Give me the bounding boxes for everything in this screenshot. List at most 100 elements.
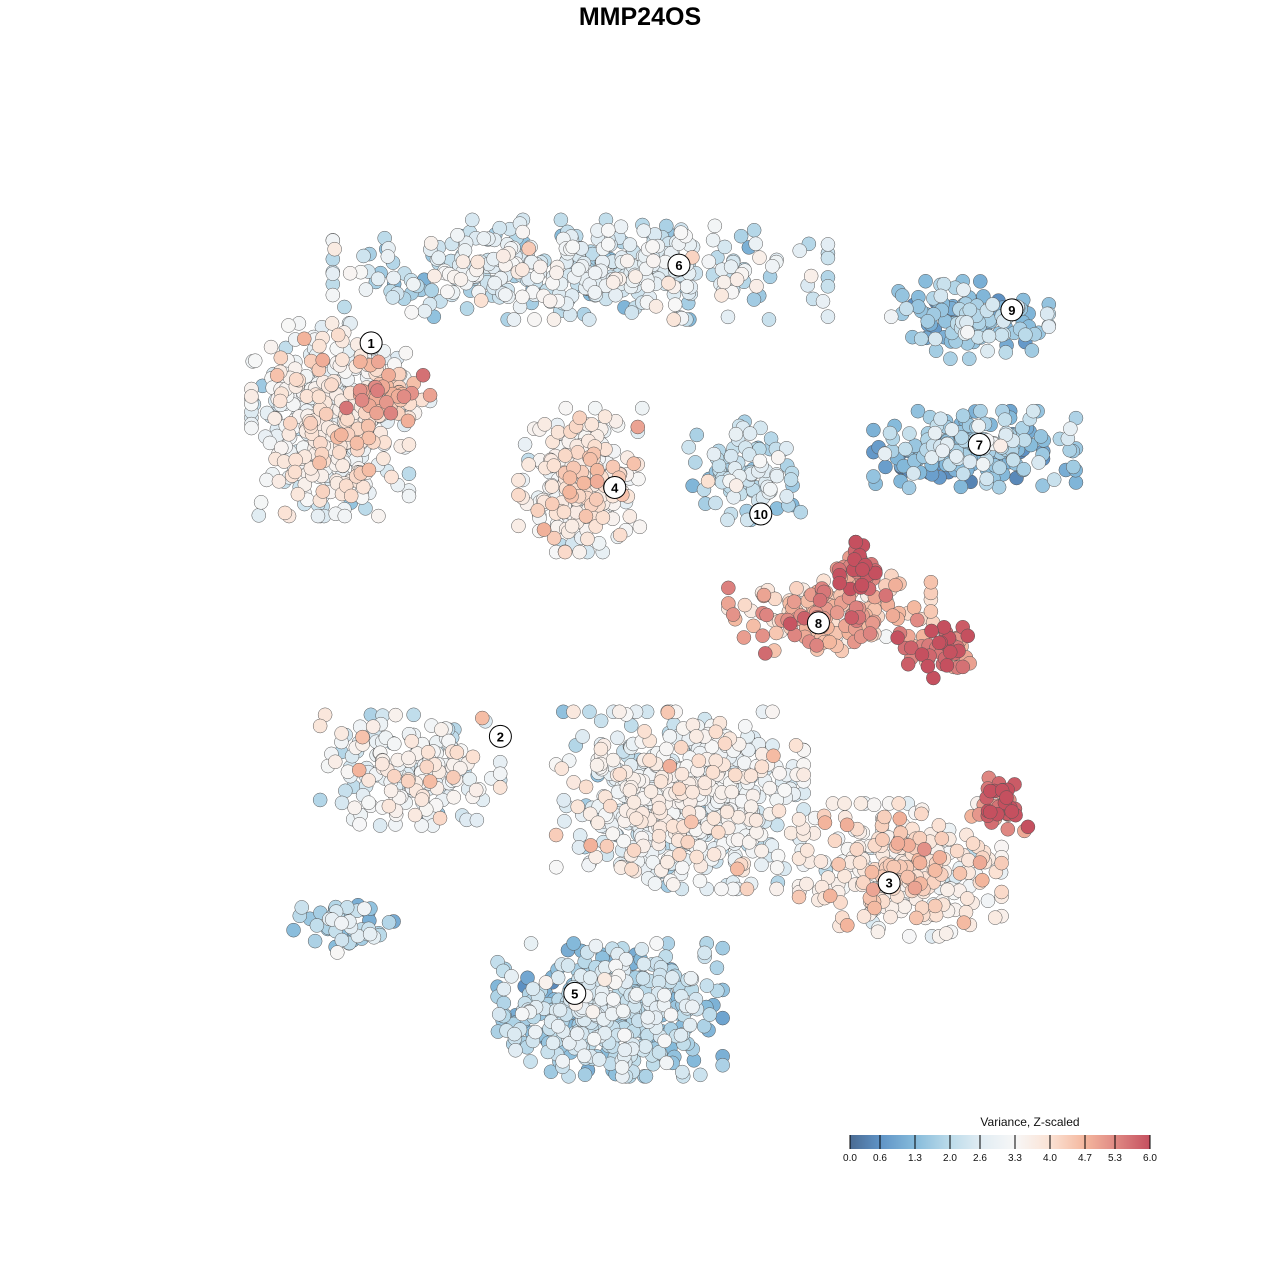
- data-point: [310, 508, 326, 524]
- cluster-label-circle: [1000, 298, 1024, 322]
- data-point: [910, 612, 925, 628]
- data-point: [544, 496, 560, 512]
- data-point: [796, 767, 811, 782]
- data-point: [630, 419, 646, 435]
- data-point: [914, 806, 929, 822]
- data-point: [622, 509, 638, 524]
- data-point: [617, 1042, 632, 1058]
- colorbar-tick-label: 4.0: [1043, 1153, 1057, 1164]
- data-point: [624, 305, 640, 320]
- data-point: [342, 266, 358, 281]
- data-point: [899, 301, 914, 316]
- data-point: [555, 1054, 570, 1069]
- data-point: [600, 237, 616, 252]
- data-point: [492, 780, 508, 795]
- cluster-label-circle: [806, 611, 830, 635]
- data-point: [985, 297, 1000, 312]
- data-point: [898, 441, 913, 457]
- data-point: [498, 287, 513, 302]
- colorbar: [850, 1135, 1150, 1149]
- data-point: [330, 327, 346, 343]
- cluster-label-5: 5: [563, 981, 587, 1005]
- data-point: [575, 729, 590, 744]
- data-point: [746, 292, 762, 307]
- data-point: [761, 312, 777, 327]
- data-point: [965, 836, 981, 851]
- data-point: [727, 767, 743, 783]
- data-point: [556, 504, 572, 520]
- data-point: [973, 403, 988, 419]
- data-point: [697, 775, 713, 791]
- data-point: [765, 704, 780, 720]
- data-point: [550, 424, 566, 440]
- cluster-label-circle: [488, 724, 512, 748]
- data-point: [546, 458, 562, 473]
- data-point: [496, 248, 511, 264]
- data-point: [352, 354, 368, 370]
- data-point: [315, 484, 331, 499]
- data-point: [381, 798, 397, 814]
- data-point: [697, 945, 712, 961]
- data-point: [597, 409, 613, 424]
- data-point: [337, 508, 352, 524]
- data-point: [271, 474, 287, 489]
- data-point: [822, 888, 838, 904]
- data-point: [759, 607, 774, 623]
- data-point: [666, 312, 682, 327]
- data-point: [651, 800, 667, 816]
- data-point: [848, 534, 864, 550]
- data-point: [550, 1019, 566, 1034]
- data-point: [931, 818, 947, 833]
- data-point: [657, 987, 672, 1003]
- data-point: [580, 531, 595, 547]
- data-point: [1016, 461, 1032, 477]
- data-point: [934, 831, 950, 846]
- data-point: [820, 309, 836, 324]
- data-point: [1039, 306, 1055, 322]
- data-point: [979, 471, 994, 487]
- data-point: [839, 817, 855, 833]
- data-point: [525, 981, 541, 997]
- data-point: [771, 803, 787, 819]
- data-point: [496, 981, 512, 997]
- data-point: [852, 855, 868, 870]
- data-point: [646, 253, 661, 269]
- data-point: [980, 343, 995, 359]
- data-point: [1004, 804, 1019, 819]
- data-point: [659, 741, 674, 757]
- data-point: [864, 864, 880, 880]
- data-point: [705, 232, 721, 248]
- data-point: [878, 588, 894, 603]
- data-point: [955, 408, 971, 423]
- data-point: [589, 492, 604, 507]
- data-point: [511, 473, 526, 488]
- data-point: [813, 854, 829, 869]
- data-point: [910, 403, 926, 419]
- data-point: [991, 479, 1007, 495]
- data-point: [423, 236, 439, 251]
- data-point: [272, 393, 288, 409]
- data-point: [827, 833, 843, 848]
- data-point: [476, 231, 492, 246]
- data-point: [446, 790, 461, 805]
- data-point: [935, 443, 950, 459]
- data-point: [538, 975, 554, 990]
- data-point: [638, 1039, 653, 1054]
- data-point: [387, 736, 402, 752]
- data-point: [700, 473, 716, 489]
- data-point: [337, 299, 352, 315]
- data-point: [618, 952, 634, 967]
- data-point: [907, 880, 923, 896]
- data-point: [406, 277, 421, 292]
- data-point: [597, 972, 612, 987]
- data-point: [666, 877, 681, 892]
- data-point: [622, 237, 638, 252]
- data-point: [754, 857, 769, 873]
- data-point: [962, 454, 978, 470]
- data-point: [351, 762, 367, 778]
- data-point: [281, 318, 296, 333]
- data-point: [370, 383, 385, 398]
- data-point: [723, 259, 739, 274]
- data-point: [506, 312, 522, 327]
- data-point: [552, 1002, 568, 1018]
